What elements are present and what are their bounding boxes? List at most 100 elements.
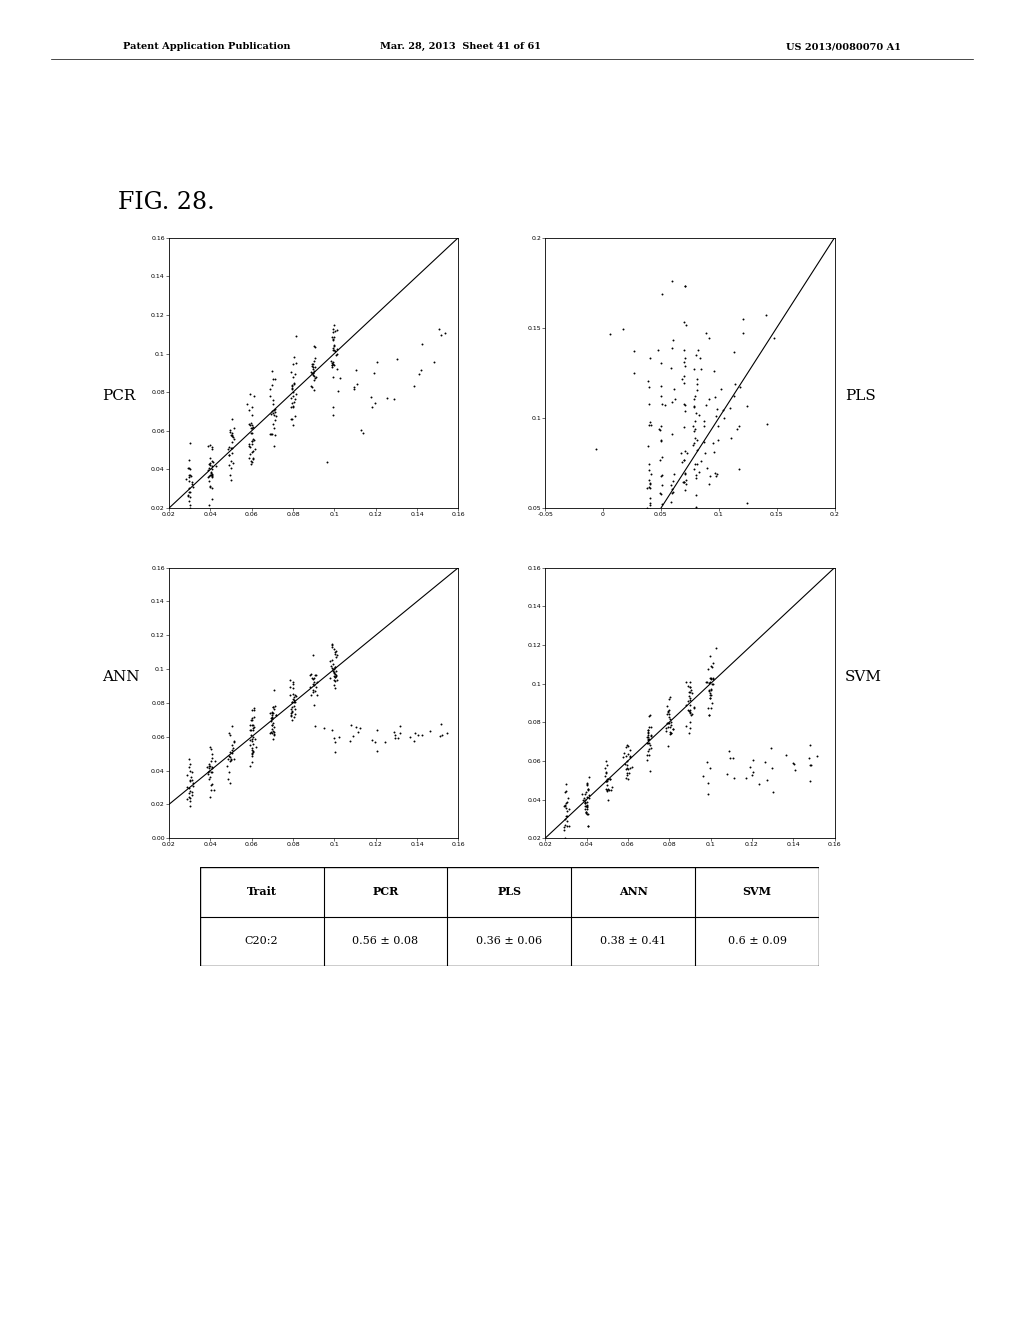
Point	[284, 701, 300, 722]
Point	[328, 345, 344, 366]
Point	[285, 684, 301, 705]
Point	[265, 697, 282, 718]
Point	[204, 466, 220, 487]
Point	[653, 483, 670, 504]
Point	[676, 393, 692, 414]
Point	[677, 479, 693, 500]
Point	[302, 677, 318, 698]
Point	[221, 742, 238, 763]
Point	[682, 705, 698, 726]
Point	[702, 668, 719, 689]
Point	[284, 378, 300, 399]
Point	[264, 393, 281, 414]
Point	[642, 738, 658, 759]
Point	[639, 750, 655, 771]
Point	[181, 432, 198, 453]
Text: PCR: PCR	[102, 389, 136, 403]
Point	[601, 779, 617, 800]
Point	[662, 689, 678, 710]
Point	[265, 697, 282, 718]
Point	[641, 532, 657, 553]
Point	[326, 663, 342, 684]
Point	[664, 475, 680, 496]
Point	[665, 718, 681, 739]
Point	[597, 766, 613, 787]
Point	[705, 673, 721, 694]
Point	[204, 762, 220, 783]
Point	[316, 718, 333, 739]
Point	[244, 743, 260, 764]
Point	[219, 748, 236, 770]
Point	[678, 694, 694, 715]
Point	[202, 465, 218, 486]
Point	[579, 796, 595, 817]
Point	[598, 771, 614, 792]
Point	[602, 768, 618, 789]
Point	[578, 784, 594, 805]
Point	[325, 318, 341, 339]
Point	[640, 393, 656, 414]
Point	[687, 467, 703, 488]
Point	[598, 768, 614, 789]
Point	[802, 734, 818, 755]
Point	[659, 700, 676, 721]
Point	[676, 450, 692, 471]
Point	[180, 783, 197, 804]
Point	[245, 714, 261, 735]
Point	[577, 791, 593, 812]
Point	[266, 424, 283, 445]
Point	[618, 734, 635, 755]
Point	[641, 378, 657, 399]
Point	[263, 722, 280, 743]
Point	[286, 696, 302, 717]
Point	[306, 347, 323, 368]
Point	[325, 367, 341, 388]
Point	[716, 407, 732, 428]
Point	[640, 515, 656, 536]
Point	[617, 737, 634, 758]
Point	[731, 416, 748, 437]
Point	[650, 532, 667, 553]
Point	[324, 655, 340, 676]
Point	[663, 491, 679, 512]
Point	[702, 672, 719, 693]
Point	[597, 758, 613, 779]
Point	[665, 478, 681, 499]
Point	[786, 754, 803, 775]
Point	[266, 717, 283, 738]
Point	[683, 682, 699, 704]
Point	[639, 496, 655, 517]
Point	[325, 404, 341, 425]
Point	[284, 701, 300, 722]
Point	[366, 362, 382, 383]
Point	[652, 533, 669, 554]
Point	[676, 471, 692, 492]
Point	[639, 726, 655, 747]
Point	[182, 770, 199, 791]
Point	[304, 644, 321, 665]
Point	[682, 711, 698, 733]
Point	[284, 692, 300, 713]
Point	[379, 387, 395, 408]
Point	[653, 630, 670, 651]
Point	[304, 376, 321, 397]
Point	[264, 702, 281, 723]
Point	[681, 718, 697, 739]
Point	[578, 801, 594, 822]
Point	[326, 334, 342, 355]
Point	[687, 345, 703, 366]
Point	[386, 388, 402, 409]
Point	[307, 680, 324, 701]
Point	[642, 492, 658, 513]
Point	[673, 442, 689, 463]
Point	[346, 379, 362, 400]
Text: Trait: Trait	[247, 887, 276, 898]
Point	[784, 752, 801, 774]
Point	[267, 409, 284, 430]
Point	[225, 453, 242, 474]
Point	[599, 770, 615, 791]
Point	[666, 502, 682, 523]
Point	[667, 379, 683, 400]
Point	[287, 698, 303, 719]
Point	[641, 500, 657, 521]
